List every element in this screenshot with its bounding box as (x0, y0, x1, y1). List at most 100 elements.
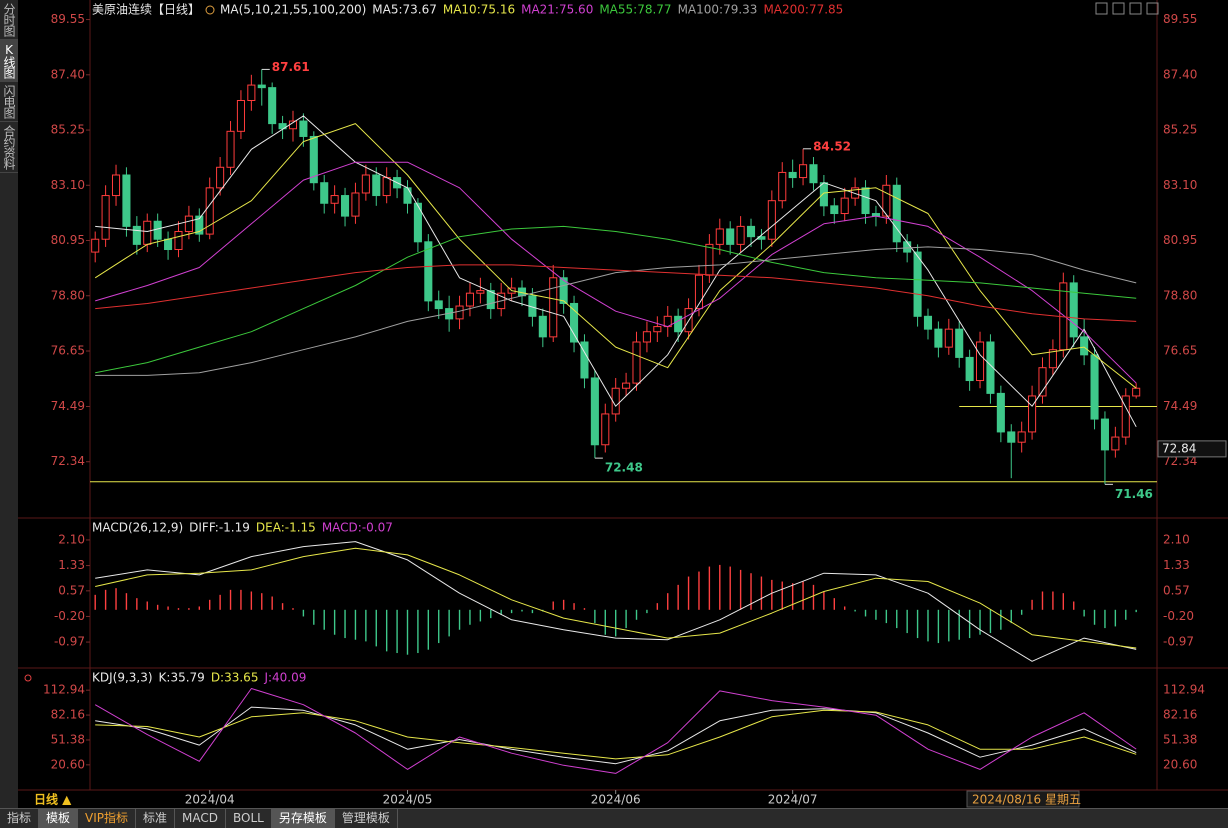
icon[interactable] (1095, 2, 1108, 15)
candle-body (309, 135, 318, 184)
candle-body (694, 274, 704, 310)
y-tick-label: 2.10 (1163, 532, 1190, 546)
tab[interactable]: VIP指标 (78, 809, 137, 828)
series-line (95, 225, 1137, 374)
candle-body (799, 164, 808, 179)
panel-subtitle: MA(5,10,21,55,100,200) (220, 3, 366, 17)
tab[interactable]: 另存模板 (271, 809, 335, 828)
candle-body (330, 195, 339, 204)
tab[interactable]: 管理模板 (335, 809, 398, 828)
candle-body (778, 171, 787, 202)
candle-body (715, 228, 724, 245)
y-tick-label: 0.57 (1163, 583, 1190, 597)
sidebar: 分时图 K线图 闪电图 合约资料 (0, 0, 19, 808)
side-tab[interactable]: 闪电图 (0, 82, 18, 122)
x-tick-label: 2024/04 (185, 793, 235, 807)
window-icons (1095, 2, 1159, 15)
candle-body (736, 225, 745, 245)
series-line (95, 246, 1137, 376)
candle-body (351, 192, 360, 217)
frame (18, 0, 1228, 791)
candle-body (590, 377, 599, 446)
candle-body (622, 382, 631, 389)
icon[interactable] (1146, 2, 1159, 15)
candle-body (788, 171, 797, 179)
series-line (94, 123, 1137, 389)
tab[interactable]: 指标 (0, 809, 40, 828)
candle-body (819, 182, 828, 207)
tab[interactable]: 模板 (39, 809, 79, 828)
candle-body (216, 166, 225, 189)
y-tick-label: 76.65 (51, 343, 85, 357)
candle-body (840, 197, 849, 215)
icon[interactable] (1129, 2, 1142, 15)
candle-body (975, 341, 985, 382)
candle-body (122, 174, 131, 227)
candle-body (205, 187, 214, 235)
series-line (95, 709, 1137, 760)
y-tick-label: 83.10 (1163, 178, 1197, 192)
side-tab[interactable]: 合约资料 (0, 122, 18, 173)
series-line (94, 688, 1137, 774)
candle-body (132, 225, 141, 245)
chart: 日线 ▲ 2024/08/16 星期五 89.55 89.55 87.40 87.40… (18, 0, 1228, 808)
icon[interactable] (1112, 2, 1125, 15)
candle-body (1007, 431, 1016, 443)
x-tick-label: 2024/05 (383, 793, 433, 807)
panel-title: KDJ(9,3,3) (92, 671, 153, 685)
y-tick-label: 1.33 (1163, 558, 1190, 572)
period-label[interactable]: 日线 ▲ (34, 792, 72, 807)
y-tick-label: -0.97 (54, 635, 85, 649)
legend-entry: MA21:75.60 (521, 3, 593, 17)
legend-entry: D:33.65 (211, 671, 259, 685)
y-tick-label: 1.33 (58, 558, 85, 572)
y-tick-label: 83.10 (51, 178, 85, 192)
y-tick-label: 20.60 (51, 757, 85, 771)
legend-entry: MA55:78.77 (599, 3, 671, 17)
price-tag-box (1157, 440, 1227, 458)
candle-body (382, 177, 391, 197)
cursor-date-box (966, 790, 1080, 808)
candle-body (923, 315, 933, 330)
candle-body (403, 187, 412, 204)
candle-body (965, 356, 974, 382)
candle-body (268, 87, 277, 125)
y-tick-label: 78.80 (51, 288, 85, 302)
y-tick-label: 74.49 (51, 399, 85, 413)
candle-body (674, 315, 683, 333)
candle-body (1017, 431, 1026, 443)
x-tick-label: 2024/07 (768, 793, 818, 807)
panel-title: MACD(26,12,9) (92, 521, 183, 535)
icon (24, 674, 32, 682)
y-tick-label: 89.55 (51, 12, 85, 26)
extreme-label: 72.48 (605, 461, 643, 475)
legend-entry: K:35.79 (159, 671, 205, 685)
candle-body (996, 392, 1005, 433)
candle-body (424, 241, 433, 302)
candle-body (903, 241, 912, 253)
candle-body (111, 174, 121, 197)
candle-body (174, 231, 183, 251)
candle-body (611, 387, 620, 415)
tab[interactable]: BOLL (226, 809, 272, 828)
candle-body (882, 184, 891, 217)
candle-body (1069, 282, 1078, 338)
candle-body (101, 195, 110, 240)
y-tick-label: 87.40 (1163, 67, 1197, 81)
candle-body (455, 305, 464, 320)
y-tick-label: 80.95 (51, 233, 85, 247)
candle-body (434, 300, 443, 310)
candle-body (632, 341, 641, 384)
bottom-tabs: 指标 模板 VIP指标 标准 MACD BOLL 另存模板 管理模板 (0, 808, 1228, 828)
y-tick-label: 87.40 (51, 67, 85, 81)
side-tab[interactable]: 分时图 (0, 0, 18, 40)
side-tab[interactable]: K线图 (0, 40, 18, 82)
y-tick-label: 80.95 (1163, 233, 1197, 247)
legend-entry: DEA:-1.15 (256, 521, 316, 535)
candle-body (913, 251, 922, 317)
candle-body (1121, 395, 1130, 438)
legend-entry: MA100:79.33 (678, 3, 758, 17)
candle-body (1028, 395, 1037, 433)
tab[interactable]: 标准 (136, 809, 176, 828)
tab[interactable]: MACD (175, 809, 227, 828)
